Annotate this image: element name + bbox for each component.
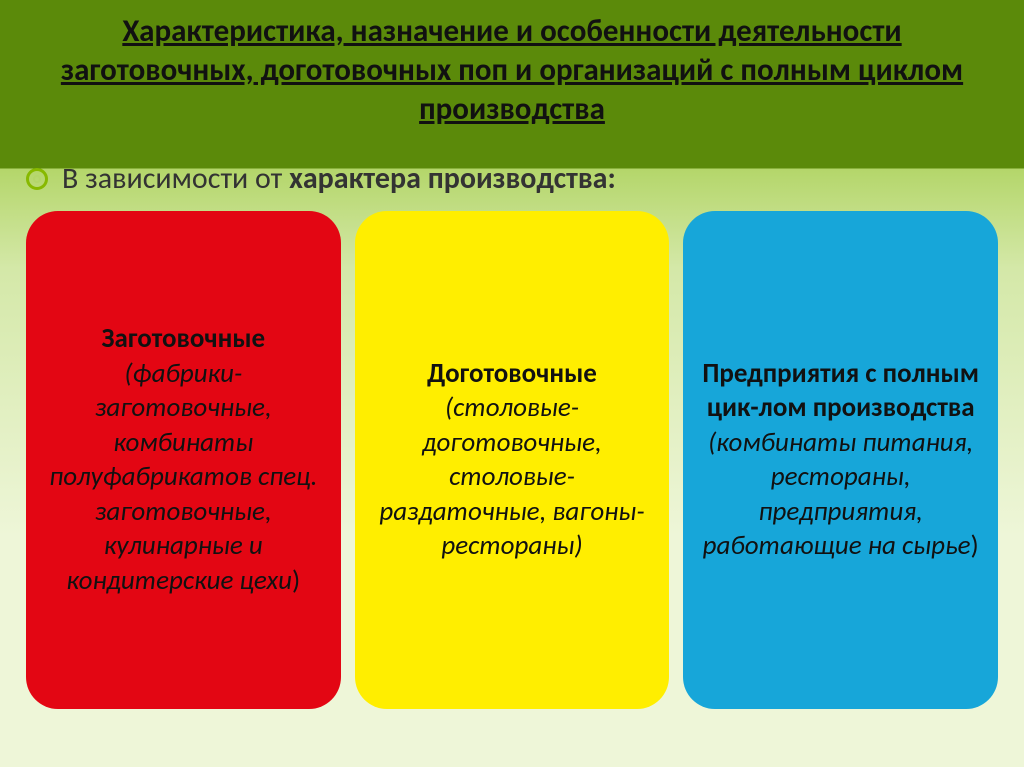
card-body: (комбинаты питания, рестораны, предприят… — [703, 426, 974, 563]
card-tail: ) — [292, 564, 300, 597]
card-body: (столовые-доготовочные, столовые-раздато… — [379, 391, 644, 562]
card-dogotovochnye: Доготовочные (столовые-доготовочные, сто… — [355, 211, 670, 709]
card-heading: Заготовочные — [102, 322, 266, 355]
card-full-cycle: Предприятия с полным цик-лом производств… — [683, 211, 998, 709]
card-zagotovochnye: Заготовочные (фабрики-заготовочные, комб… — [26, 211, 341, 709]
card-body: (фабрики-заготовочные, комбинаты полуфаб… — [49, 357, 317, 597]
subtitle-text: В зависимости от характера производства: — [62, 160, 616, 197]
subtitle-bold: характера производства: — [289, 160, 616, 197]
card-heading: Предприятия с полным цик-лом производств… — [702, 357, 979, 425]
card-content: Предприятия с полным цик-лом производств… — [697, 357, 984, 564]
bullet-icon — [26, 168, 48, 190]
subtitle-prefix: В зависимости от — [62, 160, 289, 197]
cards-row: Заготовочные (фабрики-заготовочные, комб… — [20, 211, 1004, 709]
subtitle-row: В зависимости от характера производства: — [26, 160, 1004, 197]
card-content: Заготовочные (фабрики-заготовочные, комб… — [40, 322, 327, 598]
card-heading: Доготовочные — [427, 357, 597, 390]
slide: Характеристика, назначение и особенности… — [0, 0, 1024, 767]
card-content: Доготовочные (столовые-доготовочные, сто… — [369, 357, 656, 564]
card-tail: ) — [971, 529, 979, 562]
slide-title: Характеристика, назначение и особенности… — [20, 12, 1004, 136]
